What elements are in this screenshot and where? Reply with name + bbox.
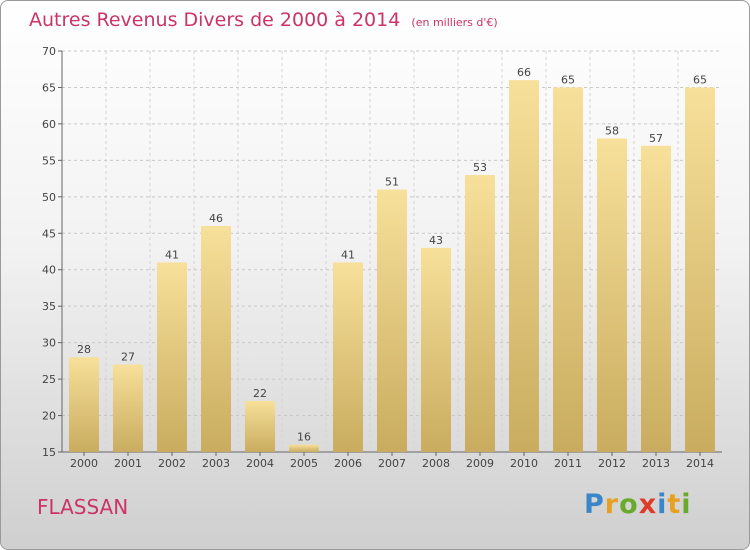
x-tick-label: 2004 — [246, 457, 274, 470]
x-tick-label: 2007 — [378, 457, 406, 470]
x-tick-label: 2014 — [686, 457, 714, 470]
bar-2007 — [377, 189, 407, 452]
labels: 15 20 25 30 35 40 45 50 55 60 65 70 28 2000 27 2001 41 20… — [42, 45, 714, 470]
bar-2011 — [553, 87, 583, 453]
proxiti-logo: Proxiti — [584, 489, 692, 520]
bar-value-label: 27 — [121, 351, 135, 364]
y-tick-label: 45 — [42, 227, 56, 240]
bar-value-label: 43 — [429, 234, 443, 247]
chart-title-text: Autres Revenus Divers de 2000 à 2014 — [29, 9, 401, 31]
y-tick-label: 40 — [42, 264, 56, 277]
bar-value-label: 41 — [165, 248, 179, 261]
bar-value-label: 28 — [77, 343, 91, 356]
y-tick-label: 70 — [42, 45, 56, 58]
y-tick-label: 65 — [42, 81, 56, 94]
y-tick-label: 60 — [42, 118, 56, 131]
logo-letter: t — [667, 489, 682, 520]
y-tick-label: 25 — [42, 373, 56, 386]
x-tick-label: 2011 — [554, 457, 582, 470]
bar-value-label: 66 — [517, 66, 531, 79]
y-tick-label: 15 — [42, 446, 56, 459]
x-tick-label: 2013 — [642, 457, 670, 470]
bar-2005 — [289, 444, 319, 452]
logo-letter: o — [619, 489, 639, 520]
x-tick-label: 2010 — [510, 457, 538, 470]
bar-value-label: 22 — [253, 387, 267, 400]
bar-2009 — [465, 174, 495, 453]
bar-value-label: 51 — [385, 176, 399, 189]
chart-unit-label: (en milliers d'€) — [411, 16, 498, 29]
bar-2006 — [333, 262, 363, 452]
bars — [69, 80, 715, 453]
x-tick-label: 2012 — [598, 457, 626, 470]
y-tick-label: 30 — [42, 337, 56, 350]
logo-letter: P — [584, 489, 605, 520]
bar-value-label: 65 — [561, 73, 575, 86]
x-tick-label: 2001 — [114, 457, 142, 470]
logo-letter: r — [604, 489, 620, 520]
x-tick-label: 2003 — [202, 457, 230, 470]
bar-value-label: 58 — [605, 124, 619, 137]
bar-value-label: 16 — [297, 431, 311, 444]
x-tick-label: 2008 — [422, 457, 450, 470]
y-tick-label: 50 — [42, 191, 56, 204]
logo-letter: i — [681, 489, 692, 520]
bar-2010 — [509, 80, 539, 452]
bar-value-label: 53 — [473, 161, 487, 174]
bar-value-label: 57 — [649, 132, 663, 145]
bar-2004 — [245, 400, 275, 452]
x-tick-label: 2002 — [158, 457, 186, 470]
bar-2000 — [69, 357, 99, 452]
bar-2012 — [597, 138, 627, 452]
bar-2002 — [157, 262, 187, 452]
chart-title: Autres Revenus Divers de 2000 à 2014 (en… — [29, 9, 498, 31]
y-tick-label: 35 — [42, 300, 56, 313]
city-name: FLASSAN — [37, 495, 129, 519]
bar-2001 — [113, 364, 143, 452]
x-tick-label: 2006 — [334, 457, 362, 470]
bar-2008 — [421, 247, 451, 452]
x-tick-label: 2000 — [70, 457, 98, 470]
bar-value-label: 41 — [341, 248, 355, 261]
bar-value-label: 46 — [209, 212, 223, 225]
bar-2013 — [641, 145, 671, 453]
y-tick-label: 20 — [42, 410, 56, 423]
logo-letter: i — [657, 489, 668, 520]
bar-2003 — [201, 225, 231, 452]
bar-2014 — [685, 87, 715, 453]
x-tick-label: 2005 — [290, 457, 318, 470]
x-tick-label: 2009 — [466, 457, 494, 470]
logo-letter: x — [638, 489, 658, 520]
y-tick-label: 55 — [42, 154, 56, 167]
bar-value-label: 65 — [693, 73, 707, 86]
